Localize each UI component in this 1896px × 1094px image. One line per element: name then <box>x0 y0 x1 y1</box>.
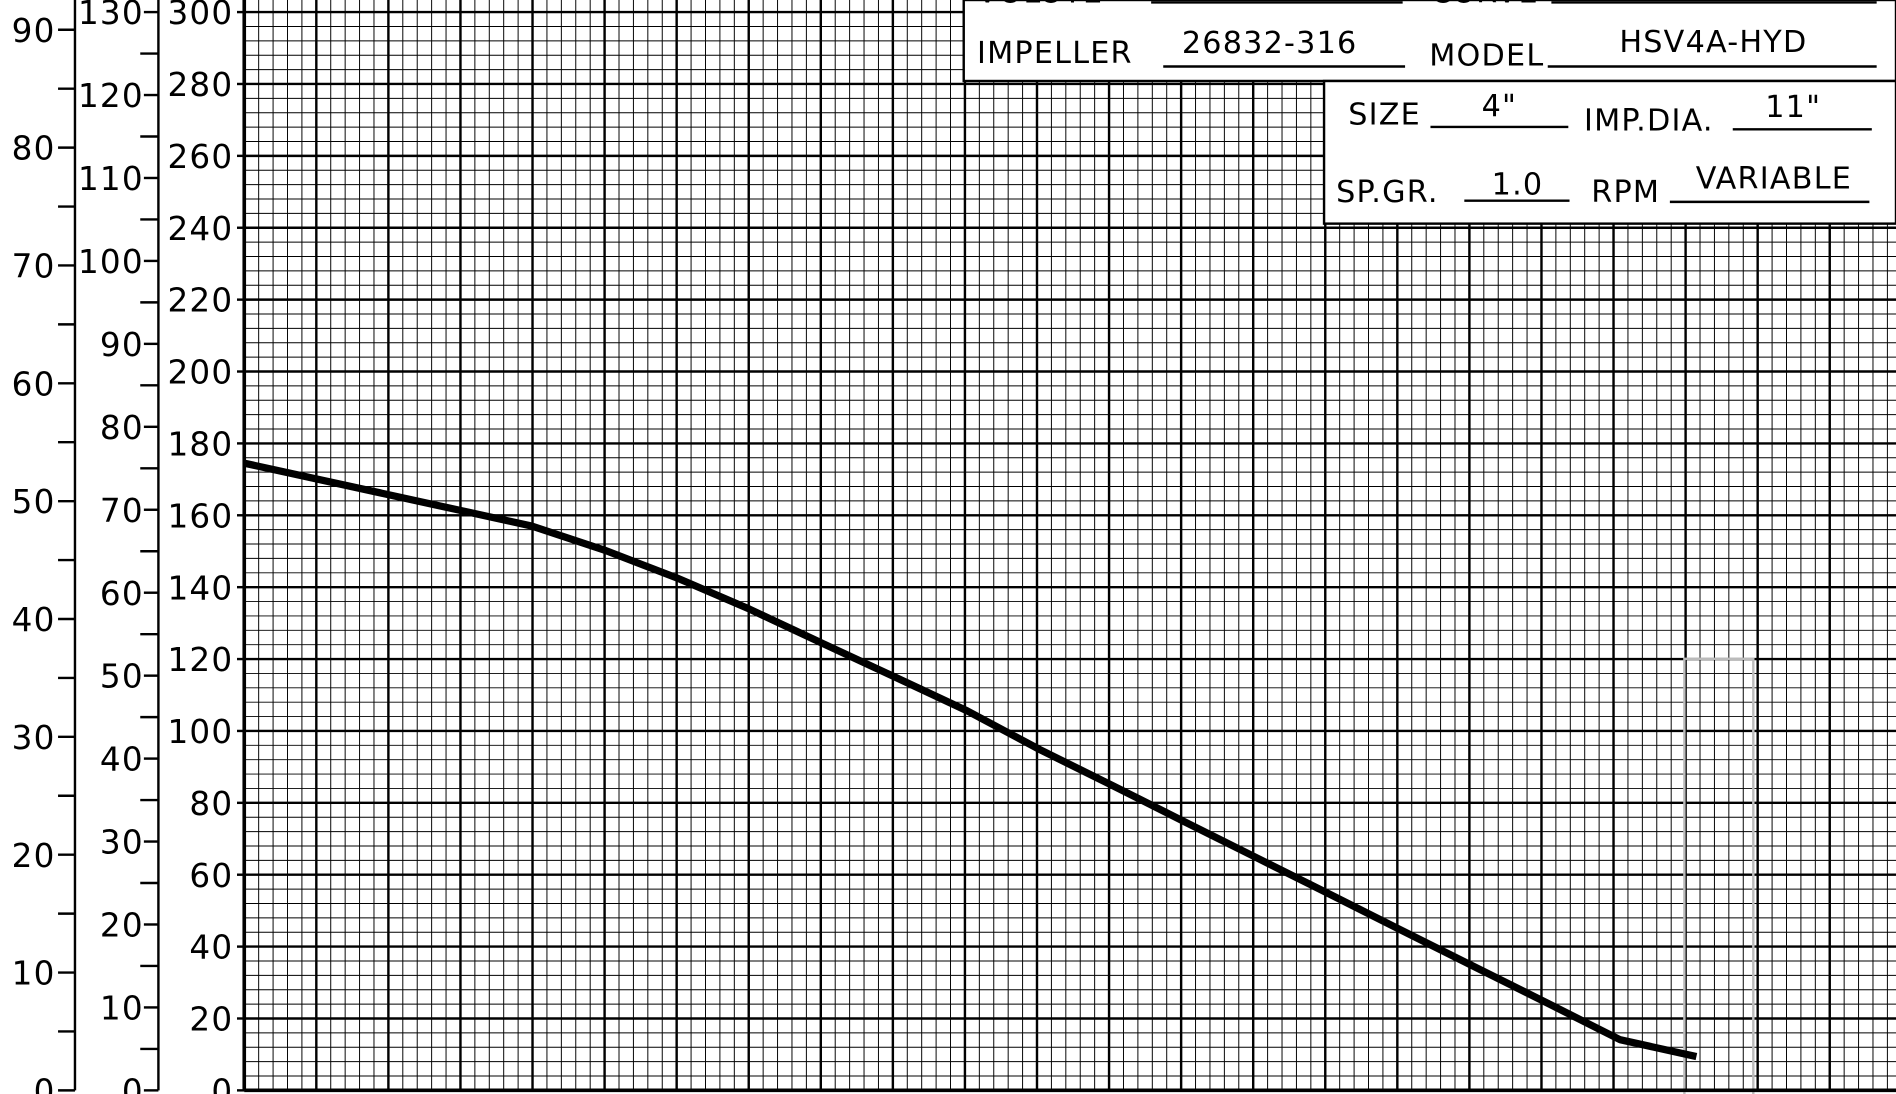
y-tick-label: 200 <box>167 354 233 392</box>
field-label: IMP.DIA. <box>1584 104 1714 139</box>
field-value: 4" <box>1482 89 1518 124</box>
y-tick-label: 300 <box>167 0 233 32</box>
y2-tick-label: 130 <box>78 0 144 32</box>
y-tick-label: 60 <box>189 857 233 895</box>
y-tick-label: 20 <box>189 1001 233 1039</box>
y2-tick-label: 70 <box>100 492 144 530</box>
grid <box>243 0 1896 1092</box>
axes: 0204060801001201401601802002202402602803… <box>12 0 1896 1094</box>
y3-tick-label: 0 <box>34 1072 56 1094</box>
y-tick-label: 140 <box>167 569 233 607</box>
y-tick-label: 260 <box>167 138 233 176</box>
field-value: 26832-316 <box>1182 26 1358 61</box>
y2-tick-label: 110 <box>78 160 144 198</box>
field-label: VOLUTE <box>977 0 1103 10</box>
y3-tick-label: 50 <box>12 483 56 521</box>
y2-tick-label: 120 <box>78 77 144 115</box>
pump-curve <box>243 459 1698 1061</box>
y-tick-label: 0 <box>211 1072 233 1094</box>
y2-tick-label: 10 <box>100 990 144 1028</box>
y3-tick-label: 20 <box>12 837 56 875</box>
y-tick-label: 240 <box>167 210 233 248</box>
field-label: CURVE <box>1430 0 1538 10</box>
y-tick-label: 220 <box>167 282 233 320</box>
field-value: VARIABLE <box>1696 162 1852 197</box>
y-tick-label: 100 <box>167 713 233 751</box>
y-tick-label: 120 <box>167 641 233 679</box>
faded-box <box>1683 657 1755 1094</box>
y-tick-label: 40 <box>189 929 233 967</box>
field-value: 11" <box>1765 90 1821 125</box>
y3-tick-label: 90 <box>12 12 56 50</box>
y-tick-label: 280 <box>167 66 233 104</box>
y3-tick-label: 30 <box>12 719 56 757</box>
y2-tick-label: 20 <box>100 907 144 945</box>
y-tick-label: 160 <box>167 497 233 535</box>
y-tick-label: 180 <box>167 425 233 463</box>
y3-tick-label: 70 <box>12 248 56 286</box>
field-label: SP.GR. <box>1336 175 1439 210</box>
title-block: VOLUTE CURVE IMPELLER 26832-316 MODEL HSV4A-H… <box>977 0 1877 210</box>
y2-tick-label: 100 <box>78 243 144 281</box>
field-value: HSV4A-HYD <box>1619 25 1807 60</box>
y2-tick-label: 50 <box>100 658 144 696</box>
y3-tick-label: 80 <box>12 130 56 168</box>
y3-tick-label: 10 <box>12 955 56 993</box>
field-label: MODEL <box>1429 38 1544 73</box>
y2-tick-label: 60 <box>100 575 144 613</box>
field-value: 1.0 <box>1492 168 1544 203</box>
y2-tick-label: 90 <box>100 326 144 364</box>
field-label: SIZE <box>1348 98 1421 133</box>
y-tick-label: 80 <box>189 785 233 823</box>
y2-tick-label: 80 <box>100 409 144 447</box>
y2-tick-label: 0 <box>122 1072 144 1094</box>
y2-tick-label: 40 <box>100 741 144 779</box>
y3-tick-label: 40 <box>12 601 56 639</box>
field-label: IMPELLER <box>977 36 1133 71</box>
y2-tick-label: 30 <box>100 824 144 862</box>
y3-tick-label: 60 <box>12 365 56 403</box>
field-label: RPM <box>1591 175 1660 210</box>
title-block-lower <box>1322 79 1896 225</box>
